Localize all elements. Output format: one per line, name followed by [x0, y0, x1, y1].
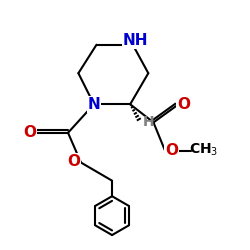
Text: O: O — [23, 125, 36, 140]
Text: O: O — [177, 97, 190, 112]
Text: CH$_3$: CH$_3$ — [189, 142, 219, 158]
Text: O: O — [67, 154, 80, 169]
Text: H: H — [143, 116, 155, 130]
Text: NH: NH — [122, 33, 148, 48]
Text: O: O — [165, 144, 178, 158]
Text: N: N — [88, 97, 100, 112]
